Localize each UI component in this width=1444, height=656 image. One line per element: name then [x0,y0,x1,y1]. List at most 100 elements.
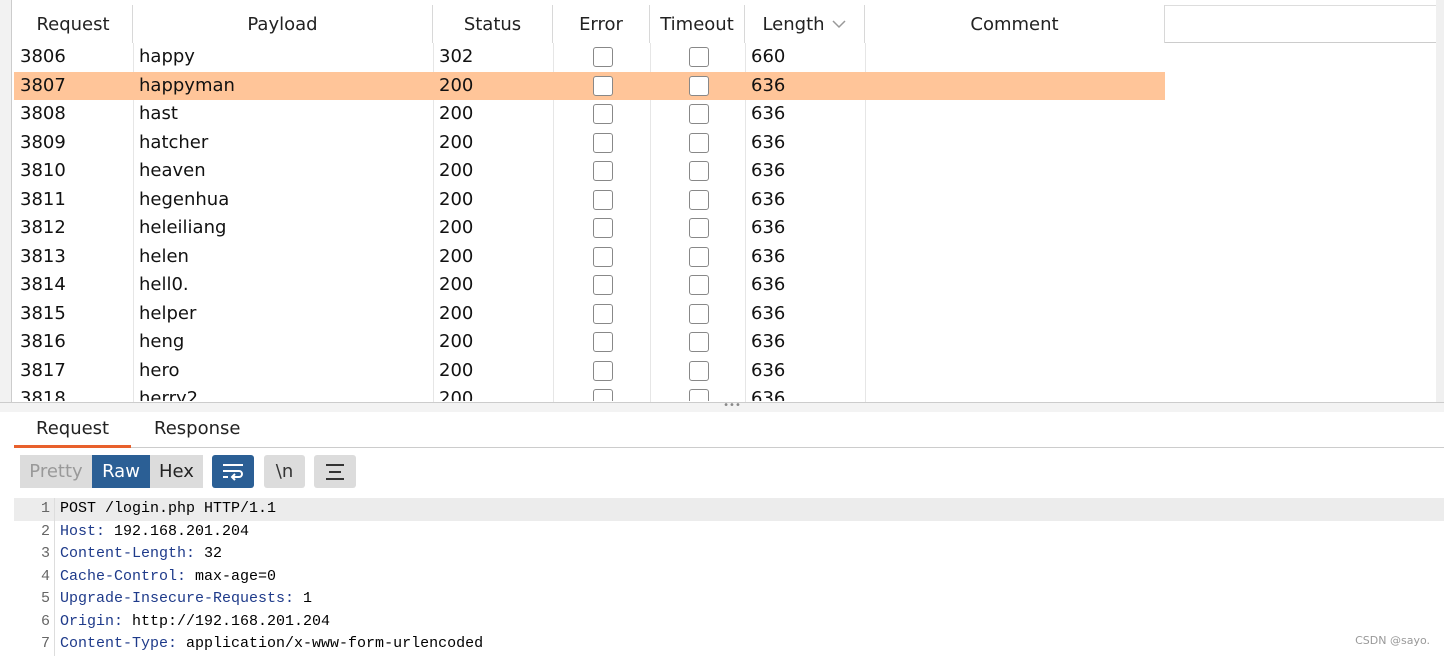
status-cell: 200 [439,103,474,124]
timeout-checkbox[interactable] [689,75,709,96]
line-text: Content-Length: 32 [60,543,222,566]
view-button[interactable]: Pretty [20,455,92,488]
request-line: POST /login.php HTTP/1.1 [60,500,277,517]
column-header[interactable]: Comment [865,5,1165,43]
request-cell: 3812 [20,217,66,238]
status-cell: 302 [439,46,474,67]
timeout-checkbox[interactable] [689,189,709,210]
column-label: Error [579,13,623,35]
column-header[interactable]: Request [14,5,133,43]
wrap-button[interactable] [212,455,254,488]
error-checkbox[interactable] [593,218,613,238]
payload-cell: happyman [139,74,235,96]
error-checkbox[interactable] [593,47,613,67]
view-button[interactable]: Raw [92,455,150,488]
error-checkbox[interactable] [593,161,613,181]
table-row[interactable]: 3811 hegenhua 200 636 [14,186,1165,215]
menu-button[interactable] [314,455,356,488]
view-button[interactable]: Hex [150,455,203,488]
request-cell: 3811 [20,188,66,210]
payload-cell: heleiliang [139,217,227,238]
newline-button[interactable]: \n [264,455,305,488]
timeout-checkbox[interactable] [689,389,709,401]
error-checkbox[interactable] [593,75,613,96]
timeout-checkbox[interactable] [689,360,709,381]
column-header[interactable]: Timeout [650,5,745,43]
timeout-checkbox[interactable] [689,275,709,295]
error-checkbox[interactable] [593,303,613,324]
request-cell: 3808 [20,103,66,124]
payload-cell: helen [139,245,189,267]
error-checkbox[interactable] [593,132,613,153]
error-checkbox[interactable] [593,360,613,381]
timeout-checkbox[interactable] [689,47,709,67]
error-checkbox[interactable] [593,275,613,295]
timeout-checkbox[interactable] [689,246,709,267]
editor-line: 1 POST /login.php HTTP/1.1 [14,498,1444,521]
timeout-checkbox[interactable] [689,332,709,352]
length-cell: 636 [751,217,786,238]
request-cell: 3815 [20,302,66,324]
tab[interactable]: Request [14,412,132,448]
wrap-icon [223,464,243,481]
column-header[interactable]: Length [745,5,865,43]
column-divider [553,43,554,402]
request-cell: 3814 [20,274,66,295]
message-editor: 1 POST /login.php HTTP/1.1 2 Host: 192.168.2… [14,498,1444,656]
table-row[interactable]: 3812 heleiliang 200 636 [14,214,1165,243]
length-cell: 636 [751,388,786,401]
watermark: CSDN @sayo. [1355,634,1430,647]
error-checkbox[interactable] [593,104,613,124]
editor-line: 3 Content-Length: 32 [14,543,1444,566]
table-row[interactable]: 3807 happyman 200 636 [14,71,1165,100]
error-checkbox[interactable] [593,246,613,267]
timeout-checkbox[interactable] [689,104,709,124]
table-row[interactable]: 3808 hast 200 636 [14,100,1165,129]
error-checkbox[interactable] [593,332,613,352]
table-row[interactable]: 3809 hatcher 200 636 [14,129,1165,158]
payload-cell: hegenhua [139,188,230,210]
table-row[interactable]: 3817 hero 200 636 [14,357,1165,386]
timeout-checkbox[interactable] [689,218,709,238]
timeout-checkbox[interactable] [689,161,709,181]
request-cell: 3818 [20,388,66,401]
table-row[interactable]: 3806 happy 302 660 [14,43,1165,72]
timeout-checkbox[interactable] [689,303,709,324]
error-checkbox[interactable] [593,189,613,210]
length-cell: 636 [751,160,786,181]
column-label: Timeout [660,13,734,35]
column-header[interactable]: Payload [133,5,433,43]
length-cell: 636 [751,359,786,381]
split-divider[interactable]: ••• [0,401,1444,412]
column-divider [433,43,434,402]
gutter-line [54,498,55,656]
header-name: Content-Type: [60,635,178,652]
line-number: 4 [40,567,50,585]
table-row[interactable]: 3818 herry2 200 636 [14,385,1165,401]
column-divider [865,43,866,402]
tab[interactable]: Response [154,418,241,439]
line-text: POST /login.php HTTP/1.1 [60,498,276,521]
table-row[interactable]: 3813 helen 200 636 [14,243,1165,272]
header-value: http://192.168.201.204 [132,612,331,630]
payload-cell: heaven [139,160,206,181]
column-label: Request [36,13,110,35]
header-name: Content-Length: [60,545,196,562]
editor-line: 2 Host: 192.168.201.204 [14,521,1444,544]
status-cell: 200 [439,160,474,181]
error-checkbox[interactable] [593,389,613,401]
table-row[interactable]: 3814 hell0. 200 636 [14,271,1165,300]
column-header[interactable]: Error [553,5,650,43]
column-header[interactable]: Status [433,5,553,43]
request-cell: 3810 [20,160,66,181]
line-text: Content-Type: application/x-www-form-urle… [60,633,483,656]
sort-icon [832,20,846,29]
status-cell: 200 [439,302,474,324]
timeout-checkbox[interactable] [689,132,709,153]
request-cell: 3813 [20,245,66,267]
column-label: Comment [970,13,1059,35]
table-row[interactable]: 3816 heng 200 636 [14,328,1165,357]
line-number: 3 [40,545,50,562]
table-row[interactable]: 3815 helper 200 636 [14,300,1165,329]
table-row[interactable]: 3810 heaven 200 636 [14,157,1165,186]
